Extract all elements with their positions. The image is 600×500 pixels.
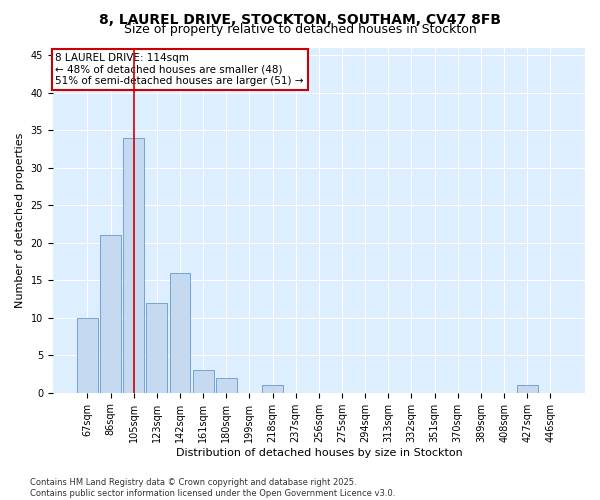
Bar [517, 385, 538, 392]
Y-axis label: Number of detached properties: Number of detached properties [15, 132, 25, 308]
Text: Contains HM Land Registry data © Crown copyright and database right 2025.
Contai: Contains HM Land Registry data © Crown c… [30, 478, 395, 498]
Bar [262, 385, 283, 392]
Bar [193, 370, 214, 392]
Bar [77, 318, 98, 392]
Bar [100, 235, 121, 392]
Bar [216, 378, 237, 392]
Bar [123, 138, 144, 392]
Text: Size of property relative to detached houses in Stockton: Size of property relative to detached ho… [124, 22, 476, 36]
X-axis label: Distribution of detached houses by size in Stockton: Distribution of detached houses by size … [176, 448, 462, 458]
Text: 8 LAUREL DRIVE: 114sqm
← 48% of detached houses are smaller (48)
51% of semi-det: 8 LAUREL DRIVE: 114sqm ← 48% of detached… [55, 52, 304, 86]
Bar [170, 272, 190, 392]
Text: 8, LAUREL DRIVE, STOCKTON, SOUTHAM, CV47 8FB: 8, LAUREL DRIVE, STOCKTON, SOUTHAM, CV47… [99, 12, 501, 26]
Bar [146, 302, 167, 392]
